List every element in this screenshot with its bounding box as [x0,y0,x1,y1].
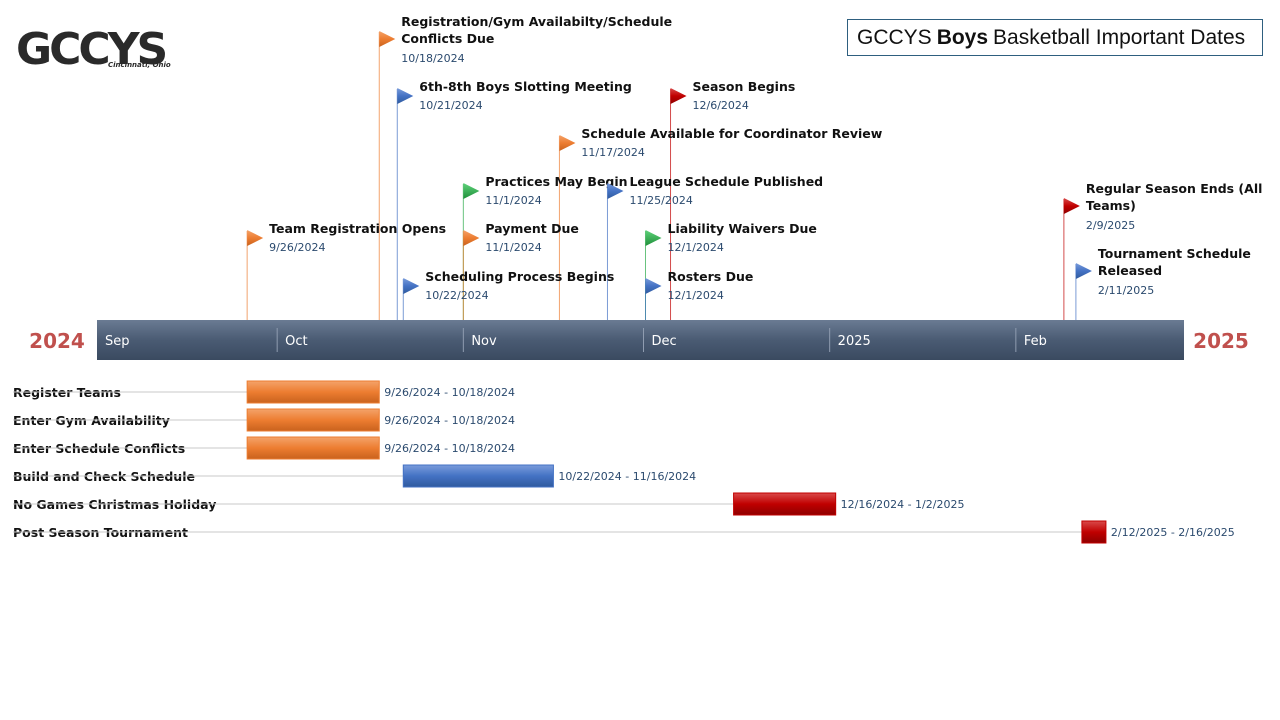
start-year-label: 2024 [29,329,85,353]
flag-icon [670,88,687,104]
milestone-tournament-schedule-released: Tournament Schedule Released 2/11/2025 [1075,246,1251,320]
milestone-date: 2/11/2025 [1098,284,1154,297]
milestone-date: 10/21/2024 [419,99,482,112]
title-suffix: Basketball Important Dates [993,25,1246,49]
milestone-season-begins: Season Begins 12/6/2024 [670,79,796,320]
milestone-title: Registration/Gym Availabilty/Schedule Con… [401,14,672,46]
milestone-payment-due: Payment Due 11/1/2024 [462,221,579,320]
milestone-date: 2/9/2025 [1086,219,1135,232]
task-date-range: 9/26/2024 - 10/18/2024 [384,442,515,455]
milestone-date: 11/1/2024 [485,241,541,254]
milestone-date: 11/1/2024 [485,194,541,207]
flag-icon [607,183,624,199]
milestone-date: 10/18/2024 [401,52,464,65]
tick-label-nov: Nov [471,334,497,349]
milestone-date: 11/17/2024 [581,146,644,159]
task-enter-schedule-conflicts: Enter Schedule Conflicts 9/26/2024 - 10/1… [13,436,515,460]
milestone-date: 10/22/2024 [425,289,488,302]
gccys-logo: GCCYS Cincinnati, Ohio [16,24,171,75]
milestone-liability-waivers-due: Liability Waivers Due 12/1/2024 [645,221,817,320]
task-bar [246,380,380,404]
logo-subtext: Cincinnati, Ohio [108,61,171,69]
milestone-date: 12/1/2024 [668,241,724,254]
milestone-date: 11/25/2024 [629,194,692,207]
task-bar [246,408,380,432]
task-post-season-tournament: Post Season Tournament 2/12/2025 - 2/16/2… [13,520,1235,544]
tick-label-oct: Oct [285,334,307,349]
milestone-regular-season-ends-all-teams: Regular Season Ends (All Teams) 2/9/2025 [1063,181,1263,320]
task-date-range: 10/22/2024 - 11/16/2024 [558,470,696,483]
tick-label-2025: 2025 [838,334,871,349]
task-build-and-check-schedule: Build and Check Schedule 10/22/2024 - 11/… [13,464,696,488]
axis-bar [97,320,1184,360]
milestone-title: Season Begins [693,79,796,94]
tick-label-feb: Feb [1024,334,1047,349]
flag-icon [403,278,420,294]
milestone-date: 12/1/2024 [668,289,724,302]
task-bar [402,464,554,488]
flag-icon [463,230,480,246]
milestones: Registration/Gym Availabilty/Schedule Con… [246,14,1263,320]
milestone-title: Liability Waivers Due [668,221,817,236]
tasks: Register Teams 9/26/2024 - 10/18/2024 Ente… [13,380,1235,544]
task-bar [1081,520,1107,544]
milestone-title: Payment Due [485,221,579,236]
task-no-games-christmas-holiday: No Games Christmas Holiday 12/16/2024 - 1… [13,492,965,516]
milestone-title: Rosters Due [668,269,754,284]
milestone-title: Tournament Schedule Released [1098,246,1251,278]
flag-icon [463,183,480,199]
milestone-scheduling-process-begins: Scheduling Process Begins 10/22/2024 [402,269,614,320]
flag-icon [1063,198,1080,214]
milestone-title: Scheduling Process Begins [425,269,614,284]
task-bar [733,492,837,516]
flag-icon [1075,263,1092,279]
milestone-6th-8th-boys-slotting-meeting: 6th-8th Boys Slotting Meeting 10/21/2024 [396,79,632,320]
milestone-registration-gym-availabilty-schedule-conflicts-due: Registration/Gym Availabilty/Schedule Con… [378,14,672,320]
chart-title: GCCYS Boys Basketball Important Dates [847,19,1263,56]
milestone-date: 12/6/2024 [693,99,749,112]
milestone-date: 9/26/2024 [269,241,325,254]
task-date-range: 9/26/2024 - 10/18/2024 [384,414,515,427]
tick-label-sep: Sep [105,334,130,349]
milestone-practices-may-begin: Practices May Begin 11/1/2024 [462,174,628,320]
task-bar [246,436,380,460]
flag-icon [379,31,396,47]
end-year-label: 2025 [1193,329,1249,353]
tick-label-dec: Dec [652,334,677,349]
flag-icon [645,230,662,246]
flag-icon [645,278,662,294]
milestone-title: Practices May Begin [485,174,627,189]
milestone-league-schedule-published: League Schedule Published 11/25/2024 [606,174,823,320]
milestone-team-registration-opens: Team Registration Opens 9/26/2024 [246,221,446,320]
task-enter-gym-availability: Enter Gym Availability 9/26/2024 - 10/18/… [13,408,515,432]
milestone-title: 6th-8th Boys Slotting Meeting [419,79,632,94]
task-date-range: 9/26/2024 - 10/18/2024 [384,386,515,399]
task-register-teams: Register Teams 9/26/2024 - 10/18/2024 [13,380,515,404]
milestone-rosters-due: Rosters Due 12/1/2024 [645,269,754,320]
logo-wordmark: GCCYS [16,24,166,75]
flag-icon [559,135,576,151]
milestone-title: Schedule Available for Coordinator Revie… [581,126,882,141]
milestone-title: League Schedule Published [629,174,823,189]
milestone-title: Team Registration Opens [269,221,446,236]
flag-icon [397,88,414,104]
title-prefix: GCCYS [857,25,932,49]
milestone-schedule-available-for-coordinator-review: Schedule Available for Coordinator Revie… [558,126,883,320]
milestone-title: Regular Season Ends (All Teams) [1086,181,1263,213]
timeline-axis: Sep Oct Nov Dec 2025 Feb 2024 2025 [29,320,1249,360]
task-date-range: 12/16/2024 - 1/2/2025 [841,498,965,511]
task-date-range: 2/12/2025 - 2/16/2025 [1111,526,1235,539]
flag-icon [247,230,264,246]
title-emphasis: Boys [936,25,989,49]
